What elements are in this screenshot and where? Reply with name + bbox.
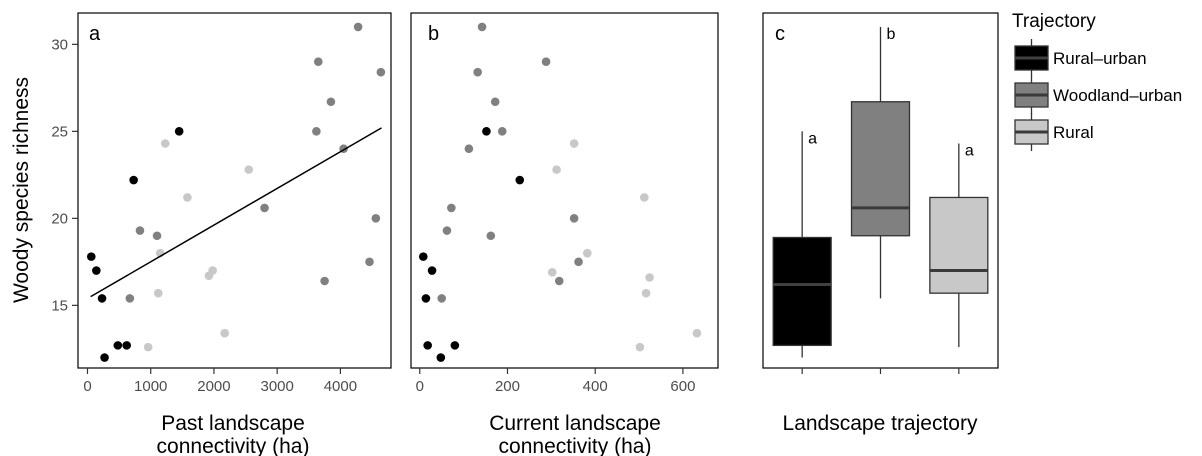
panel-b-point <box>692 328 702 338</box>
y-tick-label: 20 <box>51 210 68 227</box>
panel-b-point <box>635 342 645 352</box>
y-tick-label: 15 <box>51 297 68 314</box>
panel-b-point <box>547 267 557 277</box>
legend-title: Trajectory <box>1012 11 1096 32</box>
panel-b-label: b <box>428 23 439 45</box>
panel-b-point <box>482 127 491 136</box>
panel-b-point <box>497 127 507 136</box>
significance-letter: b <box>887 26 896 43</box>
panel-a-point <box>135 226 145 235</box>
panel-a-point <box>326 97 336 107</box>
panel-a-point <box>260 203 269 213</box>
panel-c-label: c <box>775 23 785 45</box>
panel-c: a b a c Landscape trajectory <box>762 12 999 435</box>
panel-b-point <box>477 22 487 32</box>
panel-a-point <box>154 288 163 298</box>
panel-b-point <box>490 97 500 107</box>
panel-a-point <box>365 257 374 267</box>
significance-letter: a <box>808 130 817 147</box>
panel-b-point <box>486 231 496 241</box>
panel-b-x-tick-label: 0 <box>416 378 424 395</box>
panel-a-point <box>320 276 329 286</box>
panel-a-point <box>143 342 153 352</box>
box <box>850 101 911 237</box>
panel-a-point <box>312 127 321 136</box>
panel-b-point <box>427 266 437 275</box>
panel-b-xlabel-line1: Current landscape <box>489 412 661 435</box>
panel-a-point <box>376 67 386 77</box>
panel-b-x-tick-label: 600 <box>670 378 695 395</box>
panel-b-point <box>641 288 651 298</box>
panel-a-point <box>125 294 135 303</box>
panel-a-point <box>183 193 192 202</box>
panel-b-x-tick-label: 400 <box>583 378 608 395</box>
panel-a-point <box>353 22 363 32</box>
panel-a-point <box>100 353 109 362</box>
panel-a-xlabel-line1: Past landscape <box>161 412 305 435</box>
panel-a-point <box>174 127 184 136</box>
panel-a-x-tick-label: 2000 <box>197 378 230 395</box>
panel-b-xlabel-line2: connectivity (ha) <box>499 435 652 456</box>
panel-b-frame <box>410 12 719 369</box>
panel-a-point <box>208 266 217 275</box>
panel-a-point <box>160 139 170 148</box>
box <box>772 236 832 347</box>
panel-b-point <box>515 175 525 185</box>
panel-a-xlabel-line2: connectivity (ha) <box>157 435 310 456</box>
panel-b-point <box>569 139 579 148</box>
panel-b-point <box>442 226 452 235</box>
panel-b-point <box>423 341 432 350</box>
panel-a-x-tick-label: 0 <box>83 378 91 395</box>
panel-a-point <box>86 252 96 261</box>
panel-b: 0 200 400 600 b Current landscape connectiv… <box>410 12 719 456</box>
panel-a-point <box>92 266 101 275</box>
legend-label: Woodland–urban <box>1053 86 1182 105</box>
legend: Trajectory Rural–urban Woodland–urban Rura… <box>1012 11 1182 151</box>
panel-a-point <box>152 231 162 241</box>
box <box>929 196 989 294</box>
panel-b-point <box>450 341 460 350</box>
y-tick-label: 30 <box>51 36 68 53</box>
panel-a-x-tick-label: 1000 <box>134 378 167 395</box>
y-tick-label: 25 <box>51 123 68 140</box>
panel-b-point <box>447 203 456 213</box>
panel-a-x-tick-label: 4000 <box>324 378 357 395</box>
panel-b-point <box>541 57 551 67</box>
legend-label: Rural <box>1053 123 1094 142</box>
panel-a-x-tick-label: 3000 <box>260 378 293 395</box>
panel-a-frame <box>77 12 392 369</box>
panel-b-point <box>464 144 474 154</box>
panel-a-point <box>313 57 323 67</box>
panel-a: 0 1000 2000 3000 4000 15 20 25 30 a Past landsca… <box>10 12 392 456</box>
panel-a-point <box>129 175 138 185</box>
y-axis-label: Woody species richness <box>10 77 33 303</box>
legend-label: Rural–urban <box>1053 49 1147 68</box>
significance-letter: a <box>965 143 974 160</box>
panel-b-point <box>437 294 447 303</box>
panel-a-point <box>220 328 229 338</box>
panel-a-point <box>122 341 131 350</box>
panel-b-point <box>554 276 564 286</box>
panel-b-point <box>421 294 431 303</box>
panel-b-x-tick-label: 200 <box>495 378 520 395</box>
panel-b-point <box>640 193 649 202</box>
panel-c-xlabel: Landscape trajectory <box>783 412 978 435</box>
panel-a-point <box>113 341 123 350</box>
panel-b-point <box>473 67 482 77</box>
panel-a-point <box>97 294 107 303</box>
panel-b-point <box>583 248 592 258</box>
panel-b-point <box>569 214 579 223</box>
panel-a-trend-line <box>90 127 382 298</box>
panel-b-point <box>436 353 446 362</box>
panel-b-point <box>552 165 561 174</box>
panel-a-point <box>244 165 254 174</box>
panel-a-point <box>371 214 381 223</box>
panel-a-label: a <box>89 23 101 45</box>
panel-b-point <box>645 273 654 282</box>
panel-b-point <box>574 257 583 267</box>
panel-b-point <box>418 252 428 261</box>
